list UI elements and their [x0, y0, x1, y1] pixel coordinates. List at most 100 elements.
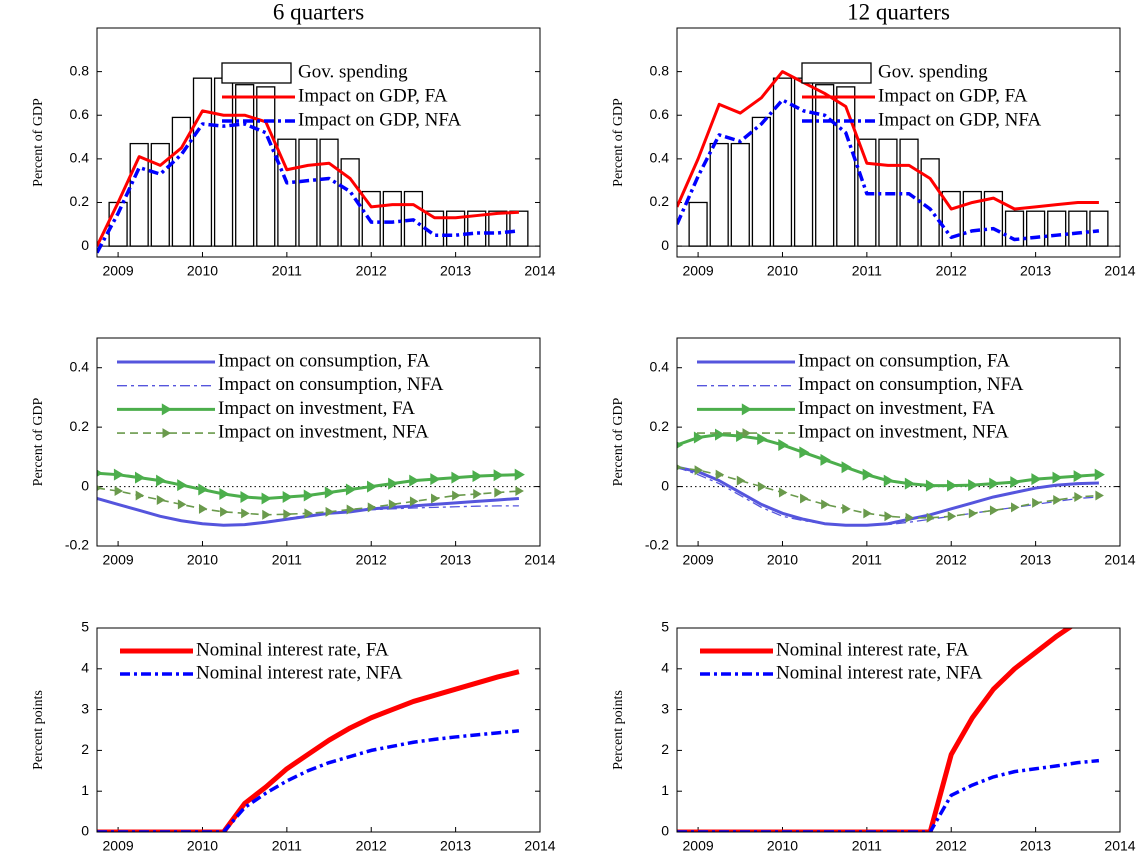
marker	[925, 479, 937, 492]
x-tick-label: 2011	[852, 552, 882, 568]
legend-label: Nominal interest rate, NFA	[196, 662, 403, 683]
x-tick-label: 2014	[524, 263, 555, 279]
marker	[156, 494, 166, 505]
x-tick-label: 2013	[440, 838, 471, 854]
marker	[947, 511, 957, 522]
marker	[968, 508, 978, 519]
x-tick-label: 2009	[103, 552, 134, 568]
line	[677, 466, 1099, 519]
marker	[757, 481, 767, 492]
y-tick-label: 5	[81, 619, 89, 635]
bar	[213, 77, 234, 247]
legend-label: Gov. spending	[298, 61, 408, 82]
x-tick-label: 2009	[103, 838, 134, 854]
axes-box	[96, 627, 541, 833]
marker	[863, 508, 872, 519]
marker	[473, 489, 482, 499]
marker	[431, 493, 440, 504]
x-tick-label: 2013	[1020, 263, 1051, 279]
legend-marker	[741, 403, 752, 416]
marker	[693, 431, 705, 444]
y-tick-label: 0.4	[70, 358, 90, 374]
bar	[192, 77, 213, 247]
line	[677, 758, 1100, 832]
marker	[367, 502, 377, 513]
marker	[261, 492, 272, 505]
bar	[772, 77, 793, 247]
y-tick-label: 2	[661, 741, 669, 757]
marker	[367, 480, 378, 493]
y-axis-label: Percent of GDP	[31, 397, 46, 486]
legend-marker	[162, 428, 171, 439]
marker	[1052, 471, 1063, 484]
marker	[677, 464, 682, 471]
bar	[467, 210, 487, 247]
y-tick-label: 0	[81, 823, 89, 839]
x-tick-label: 2011	[852, 263, 882, 279]
y-tick-label: 0	[661, 237, 669, 253]
marker	[97, 485, 102, 491]
marker	[715, 469, 725, 480]
marker	[1032, 497, 1041, 508]
y-tick-label: 1	[81, 782, 89, 798]
bar	[108, 201, 128, 247]
x-tick-label: 2014	[1104, 838, 1135, 854]
marker	[452, 490, 461, 501]
marker	[694, 465, 704, 476]
line	[677, 628, 1074, 832]
x-tick-label: 2014	[524, 552, 555, 568]
legend-marker	[161, 403, 172, 416]
marker	[841, 461, 852, 474]
marker	[736, 475, 746, 486]
marker	[714, 428, 726, 441]
line	[677, 465, 1099, 527]
y-tick-label: -0.2	[645, 537, 669, 553]
x-tick-label: 2009	[683, 552, 714, 568]
y-axis-label: Percent of GDP	[31, 98, 46, 187]
plot-area	[677, 628, 1100, 832]
y-tick-label: 0	[81, 237, 89, 253]
bar	[277, 138, 297, 247]
legend-label: Nominal interest rate, NFA	[776, 662, 983, 683]
legend-label: Impact on GDP, FA	[298, 85, 448, 106]
marker	[1074, 491, 1083, 502]
y-tick-label: 0.8	[70, 62, 90, 78]
x-tick-label: 2010	[767, 552, 798, 568]
x-tick-label: 2014	[1104, 263, 1135, 279]
marker	[97, 469, 103, 477]
bar	[730, 142, 750, 247]
legend-marker	[742, 428, 751, 439]
marker	[177, 479, 188, 492]
bar	[1026, 210, 1046, 247]
marker	[409, 474, 420, 487]
legend-label: Nominal interest rate, FA	[196, 639, 389, 660]
line	[97, 669, 520, 832]
axes-box	[676, 627, 1121, 833]
marker	[134, 471, 146, 484]
line	[677, 98, 1100, 242]
legend-label: Impact on consumption, NFA	[218, 374, 444, 395]
axes-box	[676, 27, 1121, 258]
marker	[514, 468, 525, 481]
bar	[688, 201, 708, 247]
x-tick-label: 2012	[356, 263, 387, 279]
y-tick-label: 0.2	[70, 193, 90, 209]
y-tick-label: 0.2	[650, 193, 670, 209]
x-tick-label: 2012	[936, 263, 967, 279]
bar	[1068, 210, 1088, 247]
legend-label: Impact on GDP, NFA	[878, 109, 1042, 130]
legend-label: Impact on investment, NFA	[218, 421, 429, 442]
line	[97, 122, 520, 254]
marker	[677, 441, 683, 449]
y-tick-label: 0.4	[650, 358, 670, 374]
marker	[177, 499, 187, 510]
bar	[1047, 210, 1067, 247]
marker	[757, 433, 768, 446]
marker	[135, 490, 145, 501]
y-tick-label: 3	[81, 700, 89, 716]
x-tick-label: 2010	[767, 838, 798, 854]
axes-box	[676, 337, 1121, 547]
bar	[709, 142, 729, 247]
marker	[282, 490, 293, 503]
